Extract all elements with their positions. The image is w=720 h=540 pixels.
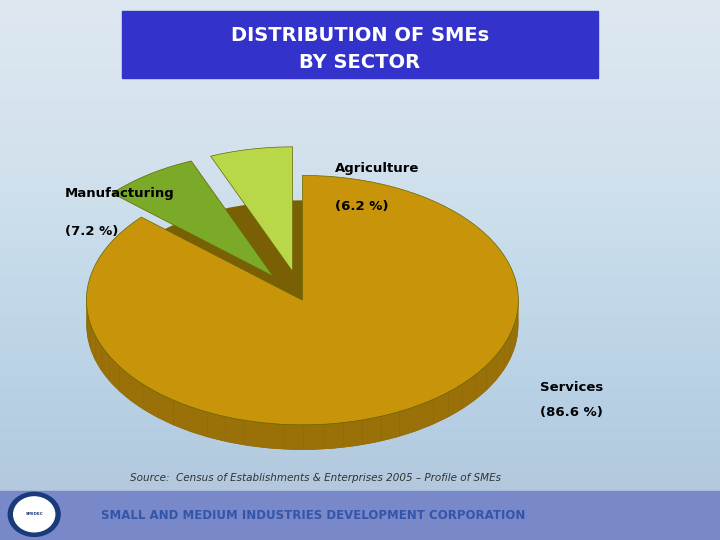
Polygon shape [475, 366, 487, 400]
Ellipse shape [86, 200, 518, 450]
Polygon shape [131, 376, 144, 410]
Polygon shape [504, 334, 510, 370]
Polygon shape [284, 424, 304, 450]
Polygon shape [102, 346, 110, 382]
Text: Services: Services [540, 381, 603, 394]
Polygon shape [88, 313, 91, 349]
Text: (6.2 %): (6.2 %) [335, 200, 388, 213]
Text: (7.2 %): (7.2 %) [65, 225, 118, 238]
Polygon shape [207, 412, 225, 442]
Polygon shape [86, 301, 88, 338]
Polygon shape [120, 367, 131, 401]
Polygon shape [112, 161, 274, 276]
Polygon shape [86, 290, 87, 326]
Polygon shape [382, 411, 400, 441]
Polygon shape [158, 393, 174, 425]
Polygon shape [363, 416, 382, 445]
Polygon shape [449, 384, 463, 417]
Polygon shape [174, 400, 190, 431]
Polygon shape [417, 399, 433, 431]
Text: (86.6 %): (86.6 %) [540, 406, 603, 419]
Polygon shape [510, 322, 515, 359]
Text: DISTRIBUTION OF SMEs: DISTRIBUTION OF SMEs [231, 25, 489, 45]
Polygon shape [400, 406, 417, 436]
Polygon shape [110, 356, 120, 392]
Polygon shape [91, 324, 95, 360]
Polygon shape [95, 335, 102, 371]
Polygon shape [245, 420, 264, 448]
Polygon shape [264, 423, 284, 449]
Circle shape [9, 492, 60, 536]
Polygon shape [86, 176, 518, 425]
Text: BY SECTOR: BY SECTOR [300, 52, 420, 72]
Polygon shape [225, 417, 245, 445]
Polygon shape [433, 392, 449, 424]
Text: Agriculture: Agriculture [335, 163, 419, 176]
Text: Manufacturing: Manufacturing [65, 187, 174, 200]
Polygon shape [496, 345, 504, 380]
Polygon shape [515, 311, 518, 348]
Text: SMALL AND MEDIUM INDUSTRIES DEVELOPMENT CORPORATION: SMALL AND MEDIUM INDUSTRIES DEVELOPMENT … [101, 509, 525, 522]
Text: Source:  Census of Establishments & Enterprises 2005 – Profile of SMEs: Source: Census of Establishments & Enter… [130, 473, 500, 483]
Polygon shape [144, 385, 158, 418]
Polygon shape [323, 423, 343, 449]
Text: SMIDEC: SMIDEC [25, 512, 43, 516]
Polygon shape [487, 355, 496, 390]
Polygon shape [515, 277, 518, 313]
Polygon shape [304, 424, 323, 450]
Polygon shape [211, 147, 292, 272]
Polygon shape [343, 420, 363, 448]
Circle shape [14, 497, 55, 532]
Polygon shape [463, 375, 475, 409]
Polygon shape [190, 407, 207, 437]
